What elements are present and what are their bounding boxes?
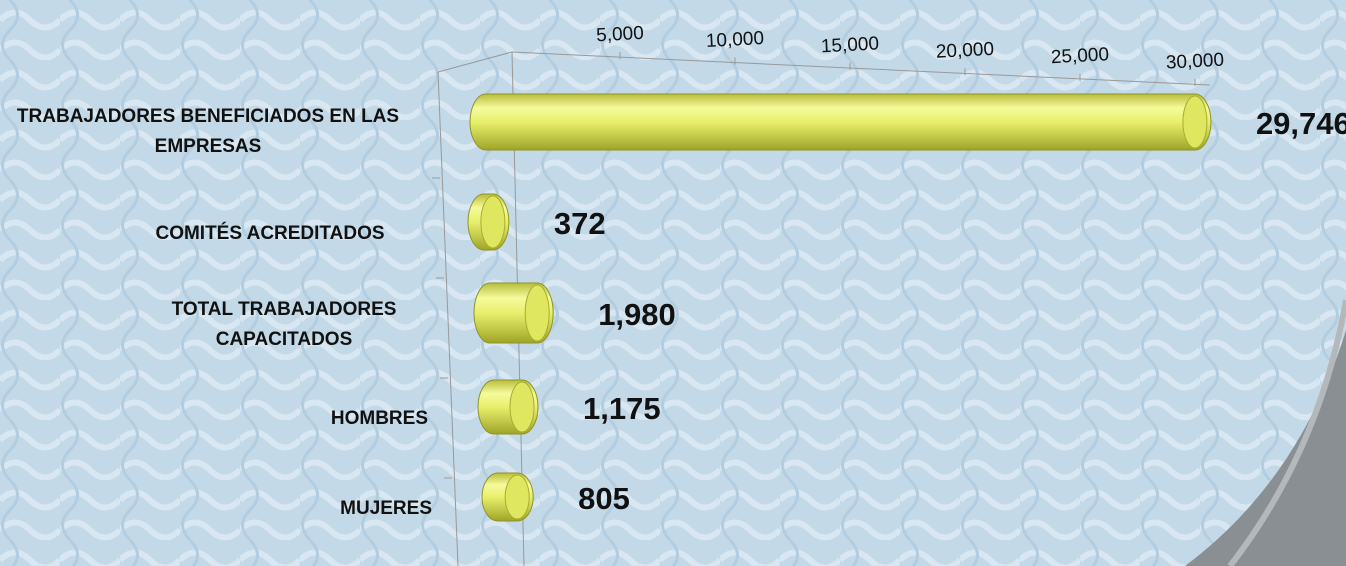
x-tick-label: 30,000 [1165,50,1224,74]
category-label: MUJERES [340,498,432,519]
value-label: 1,980 [598,297,676,332]
depth-wall-top [437,51,513,73]
bar [469,93,1212,151]
bar-cap [504,474,530,520]
x-tick-label: 15,000 [820,33,879,57]
bar-cap [524,284,550,342]
category-label: TRABAJADORES BENEFICIADOS EN LAS EMPRESA… [16,106,400,157]
category-label: COMITÉS ACREDITADOS [155,223,385,244]
value-label: 372 [554,206,606,241]
bar-cap [509,381,535,433]
x-tick-label: 25,000 [1050,44,1109,68]
category-label: TOTAL TRABAJADORES CAPACITADOS [171,299,397,350]
bar-cap [480,195,506,249]
value-label: 1,175 [583,391,661,426]
bar-cap [1182,95,1208,149]
x-tick-label: 20,000 [935,39,994,63]
value-label: 805 [578,481,630,516]
x-axis-line [511,51,1211,86]
corner-arc [1227,299,1346,566]
x-tick-label: 5,000 [596,23,645,46]
corner-shape [1185,330,1346,566]
value-label: 29,746 [1256,106,1346,141]
depth-wall-front [437,71,459,566]
category-label: HOMBRES [330,408,428,429]
x-tick-label: 10,000 [705,28,764,52]
